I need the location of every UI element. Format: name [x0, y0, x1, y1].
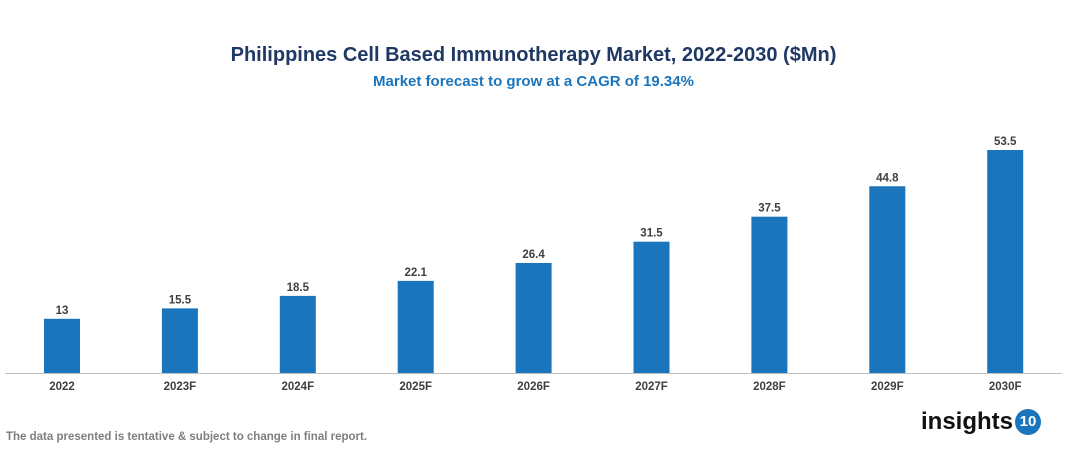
x-tick-label: 2026F — [517, 381, 550, 393]
data-label: 13 — [56, 305, 69, 317]
chart-subtitle: Market forecast to grow at a CAGR of 19.… — [373, 73, 694, 90]
bar-2023F — [161, 308, 198, 373]
bar-2028F — [751, 216, 788, 373]
x-tick-label: 2024F — [281, 381, 314, 393]
x-tick-label: 2022 — [49, 381, 75, 393]
bar-2026F — [515, 262, 552, 373]
data-label: 53.5 — [994, 136, 1017, 148]
data-label: 31.5 — [640, 228, 663, 240]
bar-2027F — [633, 241, 670, 373]
bar-2030F — [987, 150, 1024, 373]
data-label: 37.5 — [758, 203, 781, 215]
data-label: 15.5 — [169, 294, 192, 306]
x-tick-label: 2023F — [164, 381, 197, 393]
bar-2029F — [869, 186, 906, 373]
bar-2022 — [44, 318, 80, 373]
bar-2024F — [279, 295, 316, 373]
x-tick-label: 2029F — [871, 381, 904, 393]
bar-2025F — [397, 280, 434, 373]
x-tick-label: 2025F — [399, 381, 432, 393]
data-label: 18.5 — [287, 282, 310, 294]
data-label: 44.8 — [876, 172, 899, 184]
x-tick-label: 2028F — [753, 381, 786, 393]
logo-text: insights — [921, 408, 1014, 435]
insights10-logo: insights 10 — [921, 408, 1042, 436]
data-label: 22.1 — [405, 267, 428, 279]
x-tick-label: 2027F — [635, 381, 668, 393]
x-tick-label: 2030F — [989, 381, 1022, 393]
disclaimer-note: The data presented is tentative & subjec… — [6, 431, 368, 443]
chart-title: Philippines Cell Based Immunotherapy Mar… — [230, 44, 837, 66]
logo-number: 10 — [1015, 409, 1042, 435]
data-label: 26.4 — [522, 249, 545, 261]
